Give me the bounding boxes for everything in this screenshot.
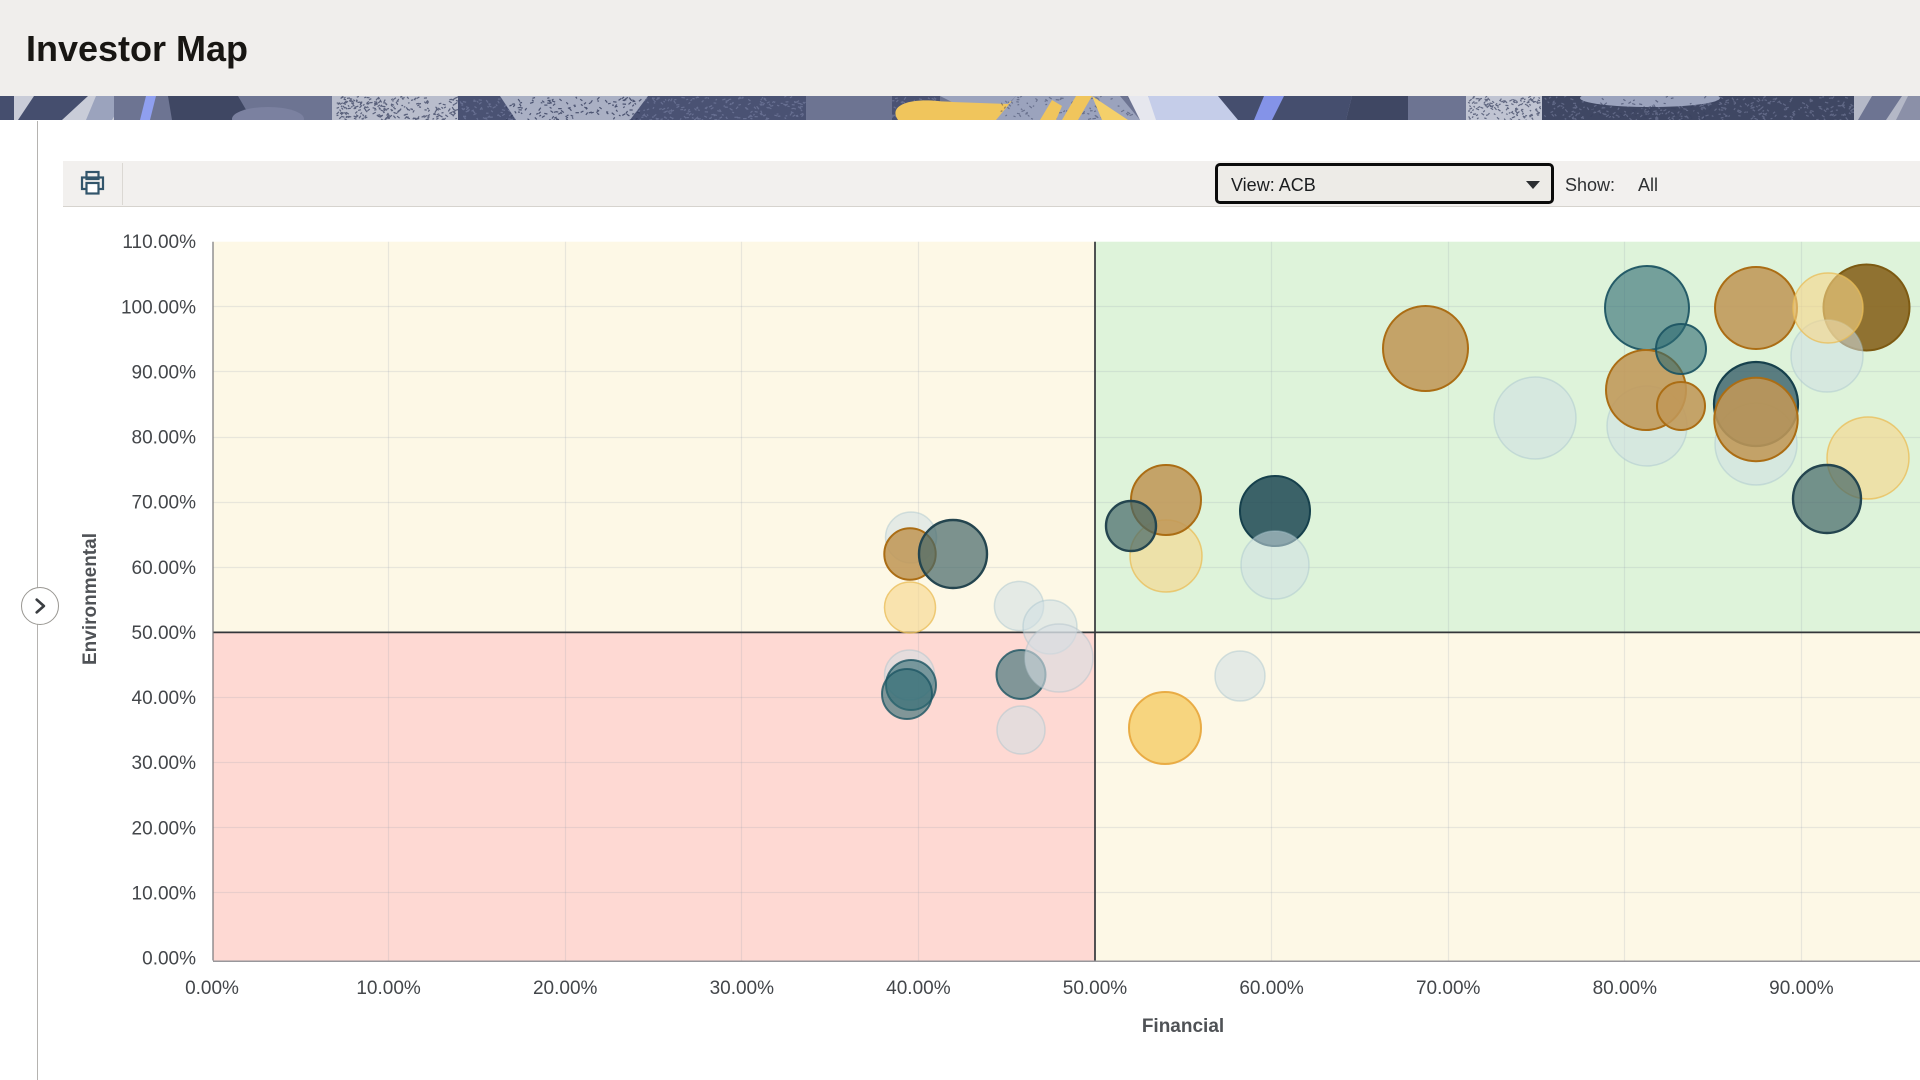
svg-text:70.00%: 70.00% [132, 493, 197, 514]
svg-text:10.00%: 10.00% [132, 883, 197, 904]
svg-text:20.00%: 20.00% [533, 978, 598, 999]
svg-text:0.00%: 0.00% [185, 978, 239, 999]
svg-text:40.00%: 40.00% [886, 978, 951, 999]
svg-text:0.00%: 0.00% [142, 949, 196, 970]
svg-text:Financial: Financial [1142, 1016, 1224, 1037]
svg-text:60.00%: 60.00% [132, 558, 197, 579]
svg-text:80.00%: 80.00% [1593, 978, 1658, 999]
svg-text:Environmental: Environmental [80, 533, 101, 665]
svg-text:90.00%: 90.00% [132, 362, 197, 383]
svg-text:30.00%: 30.00% [132, 753, 197, 774]
svg-text:100.00%: 100.00% [121, 297, 196, 318]
svg-text:10.00%: 10.00% [356, 978, 421, 999]
svg-text:40.00%: 40.00% [132, 688, 197, 709]
svg-text:80.00%: 80.00% [132, 428, 197, 449]
svg-text:50.00%: 50.00% [1063, 978, 1128, 999]
svg-text:110.00%: 110.00% [122, 232, 196, 253]
svg-text:20.00%: 20.00% [132, 818, 197, 839]
svg-text:30.00%: 30.00% [710, 978, 775, 999]
svg-text:70.00%: 70.00% [1416, 978, 1481, 999]
svg-text:60.00%: 60.00% [1239, 978, 1304, 999]
svg-text:50.00%: 50.00% [132, 623, 197, 644]
svg-text:90.00%: 90.00% [1769, 978, 1834, 999]
